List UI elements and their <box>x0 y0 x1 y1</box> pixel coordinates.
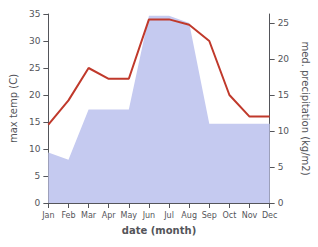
svg-text:Mar: Mar <box>81 211 97 220</box>
svg-text:35: 35 <box>29 9 40 19</box>
svg-text:Apr: Apr <box>102 211 117 220</box>
svg-text:20: 20 <box>278 54 290 64</box>
svg-text:Jan: Jan <box>41 211 54 220</box>
svg-text:30: 30 <box>29 36 41 46</box>
svg-text:date (month): date (month) <box>122 225 196 236</box>
svg-text:Jun: Jun <box>142 211 156 220</box>
svg-text:Aug: Aug <box>181 211 197 220</box>
svg-text:Jul: Jul <box>163 211 174 220</box>
svg-text:May: May <box>121 211 138 220</box>
svg-text:Oct: Oct <box>222 211 236 220</box>
svg-text:25: 25 <box>29 63 40 73</box>
svg-text:max temp (C): max temp (C) <box>8 74 19 143</box>
svg-text:10: 10 <box>29 144 41 154</box>
svg-text:Feb: Feb <box>61 211 75 220</box>
svg-text:5: 5 <box>35 171 41 181</box>
svg-text:15: 15 <box>29 117 40 127</box>
svg-text:20: 20 <box>29 90 41 100</box>
svg-text:Nov: Nov <box>242 211 258 220</box>
svg-text:Sep: Sep <box>202 211 217 220</box>
svg-text:5: 5 <box>278 162 284 172</box>
svg-text:25: 25 <box>278 18 289 28</box>
svg-text:Dec: Dec <box>262 211 277 220</box>
svg-text:0: 0 <box>35 198 41 208</box>
svg-text:10: 10 <box>278 126 290 136</box>
svg-text:med. precipitation (kg/m2): med. precipitation (kg/m2) <box>300 41 311 175</box>
svg-text:15: 15 <box>278 90 289 100</box>
svg-text:0: 0 <box>278 198 284 208</box>
